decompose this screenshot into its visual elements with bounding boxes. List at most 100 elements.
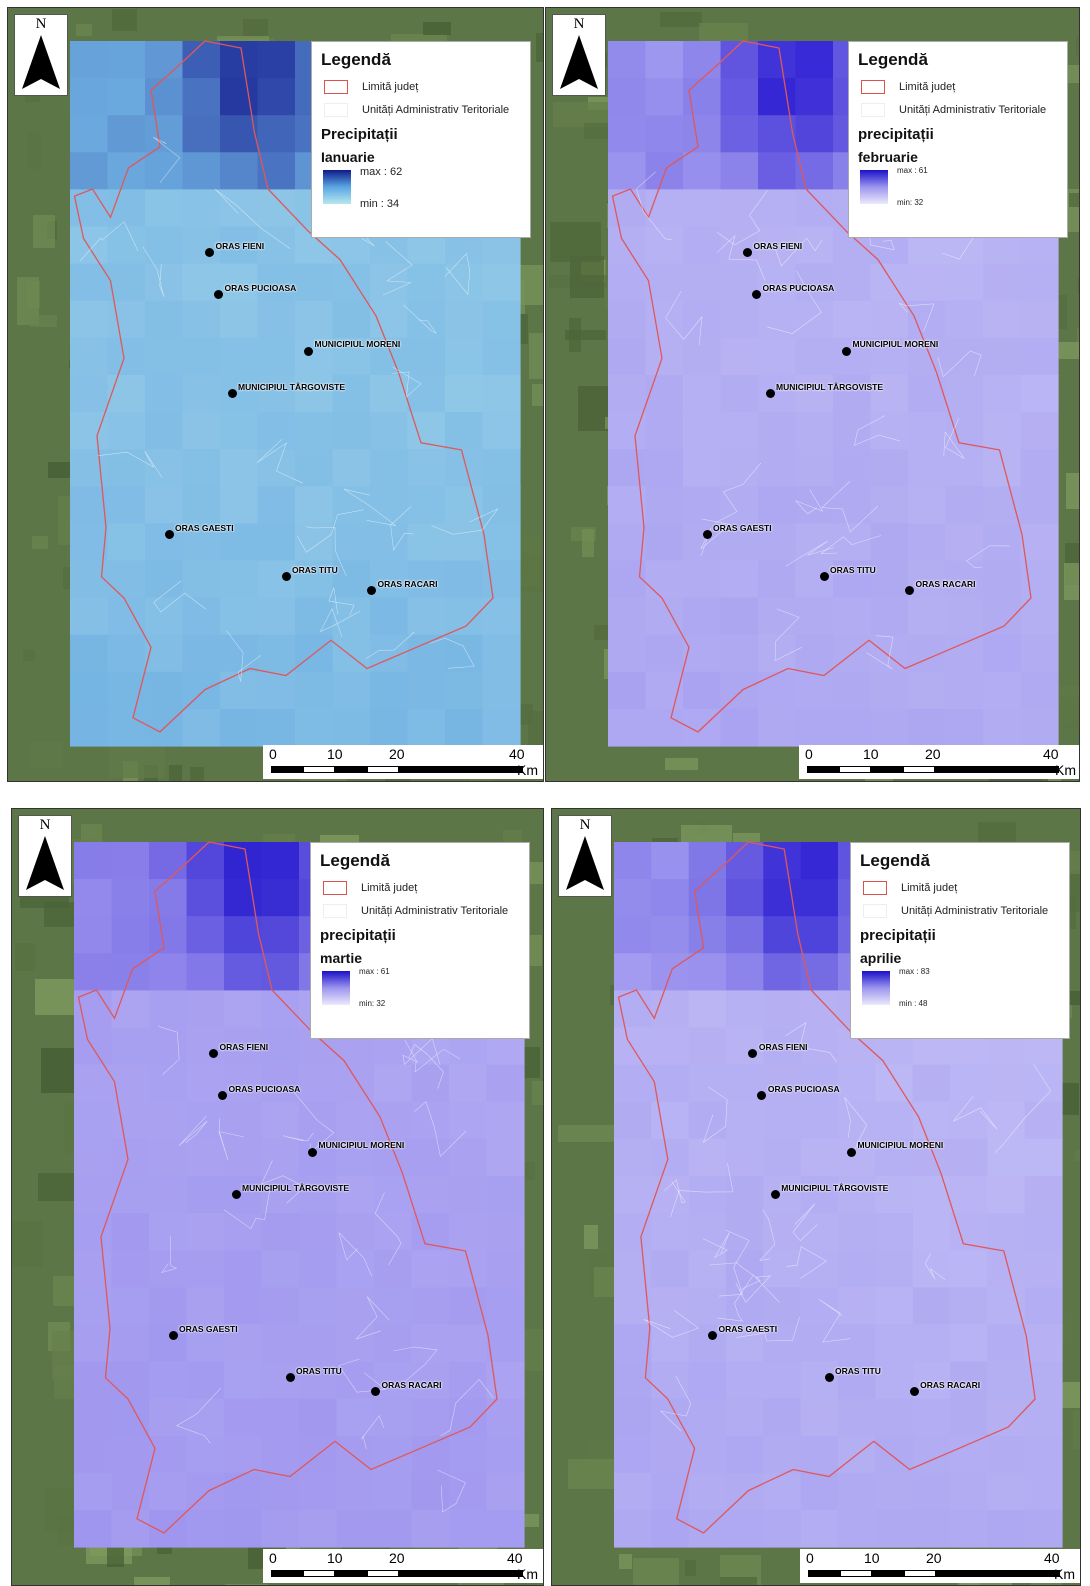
legend-variable: precipitații	[320, 927, 396, 944]
town-label: ORAS RACARI	[377, 578, 438, 589]
legend-variable: precipitații	[858, 126, 934, 143]
town-marker	[824, 1373, 834, 1383]
north-arrow-label: N	[35, 16, 47, 32]
scale-tick: 20	[925, 746, 941, 762]
town-label: MUNICIPIUL MORENI	[318, 1140, 405, 1151]
scale-tick: 40	[507, 1550, 523, 1566]
boundary-label: Limită județ	[362, 81, 419, 93]
boundary-swatch	[323, 881, 347, 895]
legend-title: Legendă	[858, 50, 928, 69]
town-label: ORAS FIENI	[753, 240, 803, 251]
color-ramp	[860, 170, 888, 204]
county-boundary	[617, 841, 1036, 1534]
units-swatch	[323, 904, 347, 918]
town-label: MUNICIPIUL MORENI	[314, 339, 401, 350]
scale-tick: 10	[327, 746, 343, 762]
town-marker	[164, 530, 174, 539]
color-ramp	[862, 971, 890, 1005]
scale-unit: Km	[517, 762, 538, 778]
north-arrow-label: N	[39, 817, 51, 833]
town-marker	[757, 1091, 767, 1101]
scale-tick: 20	[926, 1550, 942, 1566]
town-marker	[281, 572, 291, 582]
north-arrow: N	[558, 815, 612, 897]
north-arrow: N	[14, 14, 68, 96]
town-marker	[285, 1373, 295, 1383]
town-label: ORAS GAESTI	[718, 1323, 778, 1334]
map-panel-ianuarie: N Legendă Limită județ Unități Administr…	[7, 7, 544, 782]
scale-tick: 10	[863, 746, 879, 762]
legend: Legendă Limită județ Unități Administrat…	[850, 842, 1070, 1039]
scale-tick: 20	[389, 1550, 405, 1566]
units-swatch	[861, 103, 885, 117]
county-boundary	[73, 40, 494, 733]
legend-month: februarie	[858, 149, 918, 165]
town-marker	[743, 248, 752, 257]
north-arrow-icon	[22, 35, 60, 89]
units-label: Unități Administrativ Teritoriale	[361, 905, 509, 917]
town-label: ORAS GAESTI	[713, 522, 772, 533]
legend-month: aprilie	[860, 950, 902, 966]
town-marker	[367, 586, 376, 596]
town-label: MUNICIPIUL TÂRGOVISTE	[238, 381, 346, 392]
scale-unit: Km	[1054, 1566, 1075, 1582]
scale-tick: 0	[269, 746, 277, 762]
town-marker	[842, 346, 851, 356]
town-label: ORAS TITU	[296, 1365, 342, 1376]
legend-min: min: 32	[359, 999, 386, 1008]
town-label: MUNICIPIUL TÂRGOVISTE	[776, 381, 884, 392]
town-marker	[708, 1331, 718, 1340]
town-marker	[752, 290, 761, 300]
town-marker	[702, 530, 712, 539]
north-arrow: N	[18, 815, 72, 897]
legend-title: Legendă	[320, 851, 390, 870]
legend: Legendă Limită județ Unități Administrat…	[848, 41, 1068, 238]
town-marker	[308, 1147, 317, 1157]
boundary-label: Limită județ	[899, 81, 956, 93]
color-ramp	[322, 971, 350, 1005]
town-marker	[909, 1387, 919, 1397]
scale-tick: 0	[805, 746, 813, 762]
color-ramp	[323, 170, 351, 204]
county-boundary	[77, 841, 498, 1534]
town-marker	[371, 1387, 380, 1397]
scale-tick: 40	[509, 746, 525, 762]
town-label: ORAS PUCIOASA	[228, 1083, 301, 1094]
map-panel-aprilie: N Legendă Limită județ Unități Administr…	[551, 808, 1081, 1586]
town-label: ORAS RACARI	[920, 1379, 981, 1390]
scale-tick: 10	[864, 1550, 880, 1566]
town-marker	[748, 1049, 758, 1058]
legend-title: Legendă	[321, 50, 391, 69]
town-label: ORAS TITU	[835, 1365, 881, 1376]
boundary-label: Limită județ	[361, 882, 418, 894]
town-label: ORAS PUCIOASA	[767, 1083, 840, 1094]
legend-month: Ianuarie	[321, 149, 375, 165]
scale-tick: 20	[389, 746, 405, 762]
town-label: MUNICIPIUL MORENI	[852, 339, 939, 350]
town-marker	[227, 389, 237, 398]
town-label: ORAS PUCIOASA	[224, 282, 297, 293]
scale-tick: 0	[269, 1550, 277, 1566]
town-marker	[846, 1147, 856, 1157]
legend-max: max : 61	[359, 967, 390, 976]
scale-bar: 0 10 20 40 Km	[263, 1549, 543, 1583]
boundary-swatch	[863, 881, 887, 895]
scale-bar: 0 10 20 40 Km	[800, 1549, 1080, 1583]
scale-unit: Km	[1055, 762, 1076, 778]
town-label: ORAS RACARI	[915, 578, 976, 589]
map-panel-februarie: N Legendă Limită județ Unități Administr…	[545, 7, 1080, 782]
town-marker	[214, 290, 223, 300]
legend-max: max : 61	[897, 166, 928, 175]
scale-unit: Km	[517, 1566, 538, 1582]
legend-month: martie	[320, 950, 363, 966]
legend-variable: precipitații	[860, 927, 936, 944]
town-label: ORAS TITU	[830, 564, 876, 575]
town-label: MUNICIPIUL MORENI	[857, 1140, 944, 1151]
town-marker	[304, 346, 313, 356]
town-label: ORAS FIENI	[758, 1041, 808, 1052]
town-marker	[770, 1190, 780, 1199]
town-marker	[231, 1190, 241, 1199]
legend-max: max : 62	[360, 166, 403, 178]
town-label: ORAS TITU	[292, 564, 338, 575]
town-label: MUNICIPIUL TÂRGOVISTE	[242, 1182, 350, 1193]
